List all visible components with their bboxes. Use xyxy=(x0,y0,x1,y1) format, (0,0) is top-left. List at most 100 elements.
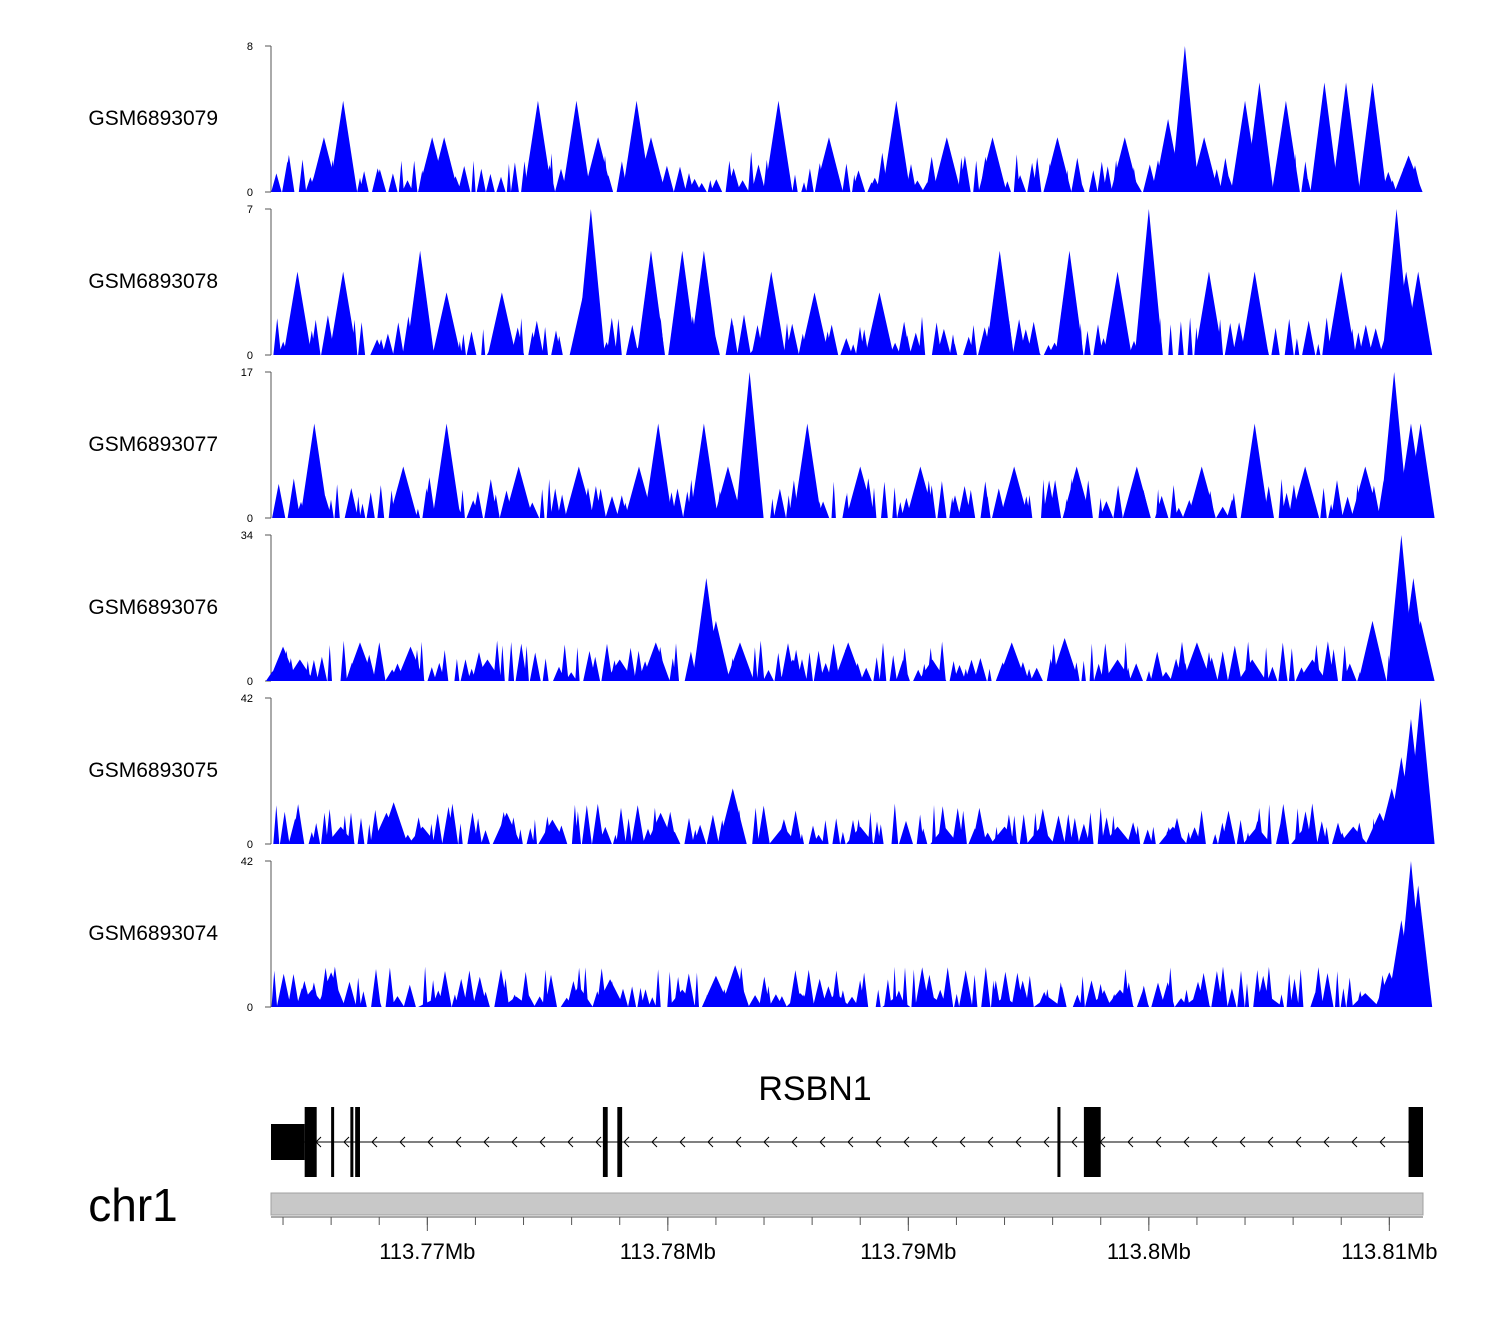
coverage-peak xyxy=(1062,466,1091,518)
coverage-peak xyxy=(406,250,435,355)
coverage-peak xyxy=(701,975,730,1007)
coverage-peak xyxy=(882,100,911,192)
coverage-peak xyxy=(326,826,355,844)
coverage-peak xyxy=(504,466,533,518)
coverage-peak xyxy=(793,423,822,518)
coverage-peak xyxy=(1086,996,1115,1007)
strand-arrow xyxy=(1323,1136,1330,1148)
coverage-peak xyxy=(786,993,815,1007)
coverage-peak xyxy=(636,137,665,192)
coverage-peak xyxy=(1291,826,1320,844)
strand-arrow xyxy=(399,1136,406,1148)
coverage-peak xyxy=(1351,466,1380,518)
coverage-peak xyxy=(596,979,625,1007)
gene-exon xyxy=(617,1107,623,1177)
strand-arrow xyxy=(1267,1136,1274,1148)
coverage-peak xyxy=(1245,82,1274,192)
gene-exon xyxy=(1057,1107,1061,1177)
coverage-peak xyxy=(389,466,418,518)
coverage-peak xyxy=(1310,82,1339,192)
coverage-peak xyxy=(1238,659,1267,681)
coverage-peak xyxy=(283,271,312,355)
coverage-peak xyxy=(1050,638,1079,681)
gene-exon xyxy=(271,1124,305,1160)
coverage-peak xyxy=(1103,659,1132,681)
strand-arrow xyxy=(847,1136,854,1148)
coverage-peak xyxy=(487,292,516,355)
coverage-peak xyxy=(1043,137,1072,192)
coverage-peak xyxy=(1406,423,1435,518)
coverage-peak xyxy=(636,250,665,355)
coverage-peak xyxy=(300,423,329,518)
coverage-peak xyxy=(1000,466,1029,518)
gene-exon xyxy=(350,1107,354,1177)
gene-annotation-track: RSBN1 xyxy=(271,1070,1423,1177)
coverage-peak xyxy=(701,620,730,681)
coverage-peak xyxy=(1240,271,1269,355)
strand-arrow xyxy=(427,1136,434,1148)
y-tick-label-min: 0 xyxy=(247,513,253,525)
track-GSM6893079: GSM6893079 8 0 xyxy=(88,41,1423,199)
coverage-peak xyxy=(814,137,843,192)
coverage-peak xyxy=(713,466,742,518)
y-tick-label-max: 34 xyxy=(241,530,253,542)
coverage-peak xyxy=(1170,46,1199,192)
coverage-peak xyxy=(932,137,961,192)
coverage-peak xyxy=(1298,659,1327,681)
coverage-peak xyxy=(997,642,1026,681)
track-label: GSM6893078 xyxy=(88,270,218,293)
strand-arrow xyxy=(1155,1136,1162,1148)
coverage-peak xyxy=(1332,82,1361,192)
strand-arrow xyxy=(371,1136,378,1148)
track-GSM6893078: GSM6893078 7 0 xyxy=(88,204,1433,362)
strand-arrow xyxy=(931,1136,938,1148)
coverage-peak xyxy=(689,250,718,355)
coverage-peak xyxy=(757,271,786,355)
coverage-peak xyxy=(978,137,1007,192)
coverage-peak xyxy=(345,642,374,681)
strand-arrow xyxy=(1239,1136,1246,1148)
coverage-peak xyxy=(408,826,437,844)
strand-arrow xyxy=(595,1136,602,1148)
coverage-peak xyxy=(725,642,754,681)
coverage-peak xyxy=(800,292,829,355)
coverage-peak xyxy=(769,826,798,844)
strand-arrow xyxy=(1295,1136,1302,1148)
coverage-peak xyxy=(865,292,894,355)
strand-arrow xyxy=(959,1136,966,1148)
y-tick-label-max: 7 xyxy=(247,204,253,216)
coverage-peak xyxy=(432,423,461,518)
coverage-area xyxy=(271,966,1423,1007)
gene-name-label: RSBN1 xyxy=(758,1070,871,1108)
x-tick-label: 113.81Mb xyxy=(1341,1239,1437,1264)
coverage-peak xyxy=(1122,466,1151,518)
y-tick-label-min: 0 xyxy=(247,1002,253,1014)
coverage-peak xyxy=(1404,271,1433,355)
strand-arrow xyxy=(735,1136,742,1148)
strand-arrow xyxy=(679,1136,686,1148)
y-tick-label-min: 0 xyxy=(247,839,253,851)
strand-arrow xyxy=(651,1136,658,1148)
strand-arrow xyxy=(791,1136,798,1148)
coverage-peak xyxy=(1026,826,1055,844)
coverage-peak xyxy=(882,996,911,1007)
strand-arrow xyxy=(903,1136,910,1148)
coverage-peak xyxy=(538,819,567,844)
coverage-peak xyxy=(430,137,459,192)
gene-exon xyxy=(331,1107,335,1177)
coverage-peak xyxy=(1240,423,1269,518)
coverage-peak xyxy=(990,996,1019,1007)
gene-exon xyxy=(355,1107,360,1177)
strand-arrow xyxy=(1351,1136,1358,1148)
gene-exon xyxy=(304,1107,317,1177)
strand-arrow xyxy=(623,1136,630,1148)
coverage-peak xyxy=(764,100,793,192)
x-tick-label: 113.78Mb xyxy=(620,1239,716,1264)
gene-exon xyxy=(602,1107,608,1177)
x-tick-label: 113.77Mb xyxy=(379,1239,475,1264)
coverage-peak xyxy=(1194,271,1223,355)
coverage-peak xyxy=(1339,826,1368,844)
coverage-peak xyxy=(990,826,1019,844)
coverage-peak xyxy=(418,1000,447,1007)
gene-exon xyxy=(1408,1107,1423,1177)
